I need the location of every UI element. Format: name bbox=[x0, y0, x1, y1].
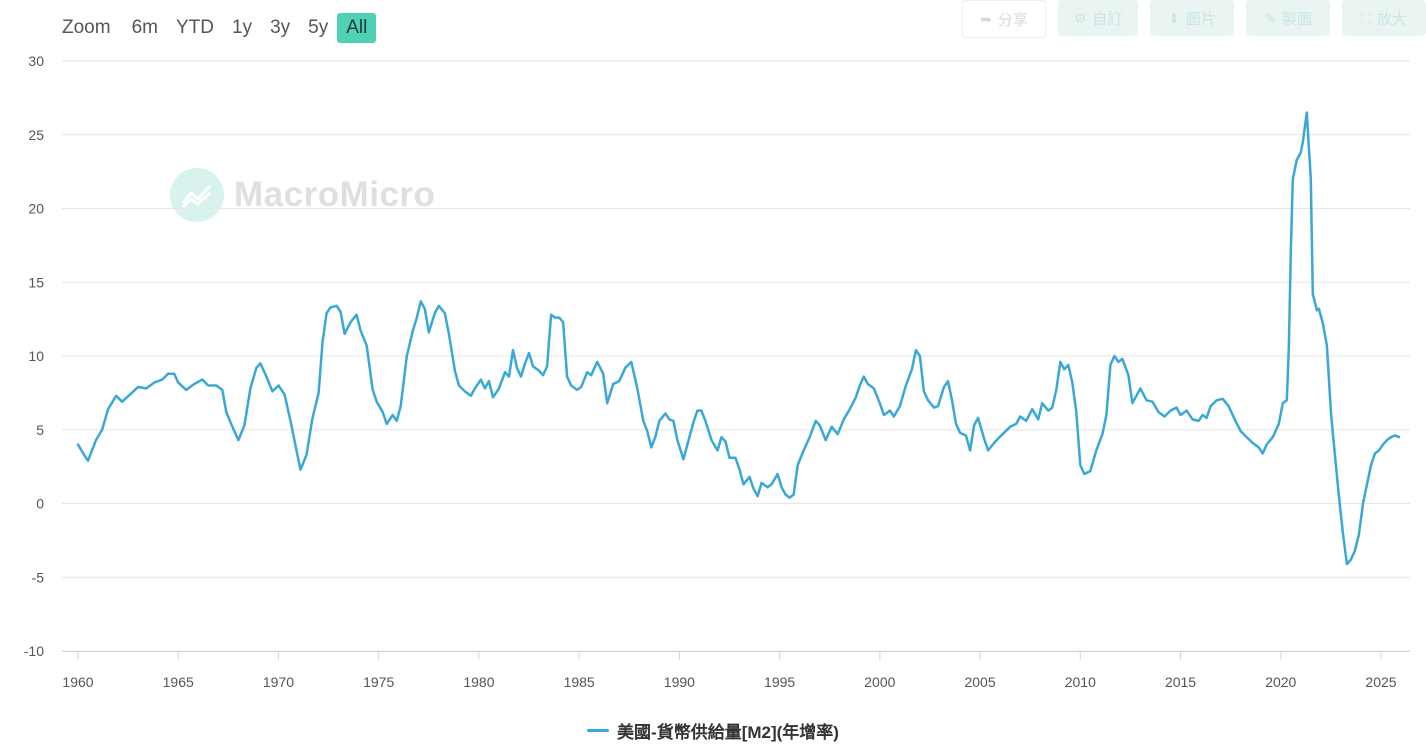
share-button[interactable]: ➥ 分享 bbox=[962, 0, 1046, 38]
expand-icon: ⛶ bbox=[1361, 9, 1371, 26]
x-tick-label: 1985 bbox=[564, 674, 595, 690]
y-axis: -10 -5 0 5 10 15 20 25 30 bbox=[24, 53, 44, 659]
watermark-text: MacroMicro bbox=[234, 175, 436, 214]
x-tick-label: 1990 bbox=[664, 674, 695, 690]
enlarge-label: 放大 bbox=[1376, 10, 1407, 28]
legend-series-label: 美國-貨幣供給量[M2](年增率) bbox=[617, 723, 839, 742]
y-tick-label: 25 bbox=[28, 127, 44, 143]
x-axis: 1960 1965 1970 1975 1980 1985 1990 1995 2000 2005… bbox=[62, 651, 1410, 690]
x-tick-label: 2000 bbox=[864, 674, 895, 690]
zoom-label: Zoom bbox=[62, 17, 111, 38]
share-label: 分享 bbox=[997, 11, 1028, 29]
x-tick-label: 1965 bbox=[163, 674, 194, 690]
zoom-6m-button[interactable]: 6m bbox=[131, 17, 158, 38]
legend[interactable]: 美國-貨幣供給量[M2](年增率) bbox=[0, 718, 1426, 743]
range-selector: Zoom 6m YTD 1y 3y 5y All bbox=[58, 12, 377, 44]
image-download-button[interactable]: ⬇ 圖片 bbox=[1150, 0, 1234, 36]
y-tick-label: 20 bbox=[28, 201, 44, 217]
x-tick-label: 2010 bbox=[1065, 674, 1096, 690]
y-tick-label: 10 bbox=[28, 348, 44, 364]
y-tick-label: -5 bbox=[32, 569, 45, 585]
draw-chart-button[interactable]: ✎ 製圖 bbox=[1246, 0, 1330, 36]
enlarge-button[interactable]: ⛶ 放大 bbox=[1342, 0, 1426, 36]
x-tick-label: 1980 bbox=[463, 674, 494, 690]
y-tick-label: 30 bbox=[28, 53, 44, 69]
grid-lines bbox=[62, 60, 1410, 652]
y-tick-label: -10 bbox=[24, 643, 44, 659]
y-tick-label: 15 bbox=[28, 274, 44, 290]
x-tick-label: 1970 bbox=[263, 674, 294, 690]
zoom-ytd-button[interactable]: YTD bbox=[175, 17, 214, 38]
y-tick-label: 5 bbox=[36, 422, 44, 438]
customize-button[interactable]: ⚙ 自訂 bbox=[1058, 0, 1138, 36]
x-tick-label: 2005 bbox=[964, 674, 995, 690]
customize-label: 自訂 bbox=[1092, 10, 1123, 28]
draw-label: 製圖 bbox=[1281, 10, 1312, 28]
pencil-icon: ✎ bbox=[1264, 9, 1276, 26]
x-tick-label: 1995 bbox=[764, 674, 795, 690]
x-tick-label: 2020 bbox=[1265, 674, 1296, 690]
legend-swatch bbox=[587, 729, 610, 732]
zoom-5y-button[interactable]: 5y bbox=[308, 17, 329, 38]
y-tick-label: 0 bbox=[36, 496, 44, 512]
x-tick-label: 2025 bbox=[1365, 674, 1396, 690]
x-tick-label: 1975 bbox=[363, 674, 394, 690]
download-icon: ⬇ bbox=[1168, 9, 1180, 26]
zoom-1y-button[interactable]: 1y bbox=[231, 17, 253, 38]
gear-icon: ⚙ bbox=[1073, 9, 1087, 26]
x-tick-label: 2015 bbox=[1165, 674, 1196, 690]
x-tick-label: 1960 bbox=[62, 674, 93, 690]
watermark-logo-icon bbox=[170, 168, 224, 222]
share-icon: ➥ bbox=[980, 10, 992, 27]
zoom-all-button[interactable]: All bbox=[337, 13, 377, 43]
image-label: 圖片 bbox=[1185, 10, 1216, 28]
chart-toolbar: ➥ 分享 ⚙ 自訂 ⬇ 圖片 ✎ 製圖 ⛶ 放大 bbox=[962, 0, 1426, 38]
watermark: MacroMicro bbox=[170, 168, 435, 222]
zoom-3y-button[interactable]: 3y bbox=[270, 17, 291, 38]
